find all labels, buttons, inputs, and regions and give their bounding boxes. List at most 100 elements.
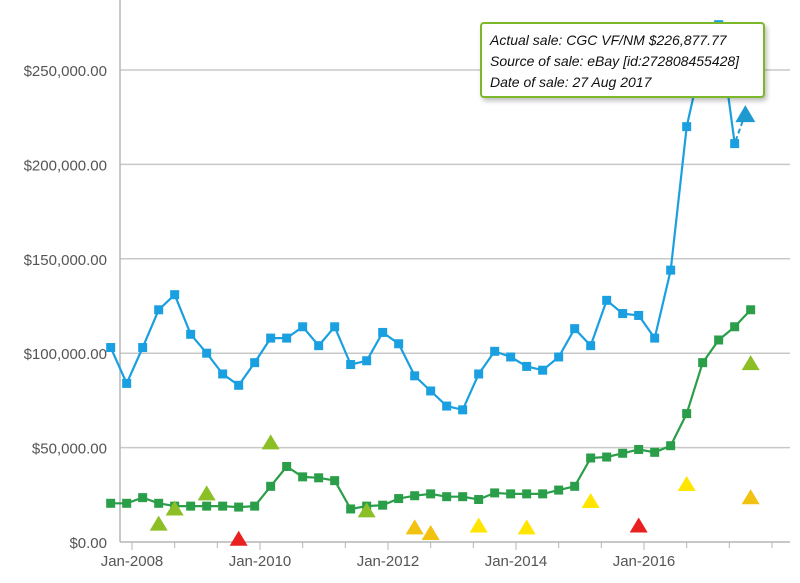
grid-lines [120, 69, 790, 449]
data-point-square [362, 356, 372, 366]
y-tick-label: $250,000.00 [24, 63, 107, 80]
data-point-square [250, 358, 260, 368]
data-point-square [218, 501, 228, 511]
data-point-square [586, 453, 596, 463]
data-point-square [554, 485, 564, 495]
data-point-square [602, 452, 612, 462]
data-point-square [426, 489, 436, 499]
data-point-square [330, 476, 340, 486]
sale-triangle-marker [677, 475, 696, 491]
data-point-square [282, 461, 292, 471]
selected-sale-marker [735, 105, 756, 123]
data-point-square [698, 358, 708, 368]
data-point-square [330, 322, 340, 332]
highlight-connector [733, 113, 747, 144]
sale-tooltip: Actual sale: CGC VF/NM $226,877.77 Sourc… [480, 22, 765, 98]
data-point-square [202, 348, 212, 358]
data-point-square [458, 405, 468, 415]
data-point-square [266, 481, 276, 491]
sale-triangle-marker [357, 502, 376, 518]
data-point-square [506, 352, 516, 362]
data-point-square [602, 295, 612, 305]
data-point-square [378, 327, 388, 337]
data-point-square [730, 322, 740, 332]
data-point-square [650, 333, 660, 343]
data-point-square [106, 343, 116, 353]
axes [119, 0, 790, 543]
data-point-square [154, 498, 164, 508]
data-point-square [138, 343, 148, 353]
data-point-square [410, 491, 420, 501]
data-point-square [458, 492, 468, 502]
data-point-square [154, 305, 164, 315]
sale-triangle-marker [421, 525, 440, 541]
data-point-square [618, 448, 628, 458]
data-point-square [634, 310, 644, 320]
data-point-square [570, 324, 580, 334]
tooltip-actual-sale: Actual sale: CGC VF/NM $226,877.77 [490, 32, 727, 48]
sale-triangle-marker [469, 517, 488, 533]
data-point-square [746, 305, 756, 315]
sale-triangle-marker [197, 485, 216, 501]
data-point-square [186, 329, 196, 339]
data-point-square [234, 502, 244, 512]
data-point-square [138, 493, 148, 503]
data-point-square [314, 341, 324, 351]
data-point-square [426, 386, 436, 396]
x-tick-label: Jan-2012 [357, 553, 420, 570]
x-tick-label: Jan-2008 [101, 553, 164, 570]
sale-triangle-marker [629, 517, 648, 533]
data-point-square [474, 369, 484, 379]
data-point-square [666, 265, 676, 275]
data-point-square [522, 361, 532, 371]
data-point-square [234, 380, 244, 390]
data-point-square [186, 501, 196, 511]
data-point-square [378, 500, 388, 510]
x-tick-label: Jan-2016 [613, 553, 676, 570]
x-axis-ticks: Jan-2008 Jan-2010 Jan-2012 Jan-2014 Jan-2016 [101, 542, 773, 570]
sale-triangle-marker [517, 519, 536, 535]
data-point-square [266, 333, 276, 343]
sale-triangle-marker [581, 492, 600, 508]
data-point-square [538, 489, 548, 499]
data-point-square [282, 333, 292, 343]
data-point-square [410, 371, 420, 381]
data-point-square [522, 489, 532, 499]
x-tick-label: Jan-2010 [229, 553, 292, 570]
y-tick-label: $150,000.00 [24, 252, 107, 269]
data-point-square [346, 504, 356, 514]
data-point-square [682, 122, 692, 132]
data-point-square [122, 378, 132, 388]
y-tick-label: $0.00 [69, 535, 107, 552]
tooltip-source-of-sale: Source of sale: eBay [id:272808455428] [490, 53, 740, 69]
sale-triangle-marker [741, 355, 760, 371]
data-point-square [298, 472, 308, 482]
data-point-square [346, 360, 356, 370]
data-point-square [538, 365, 548, 375]
data-point-square [490, 488, 500, 498]
data-point-square [314, 473, 324, 483]
data-point-square [442, 492, 452, 502]
data-point-square [730, 139, 740, 149]
data-point-square [666, 441, 676, 451]
data-point-square [634, 444, 644, 454]
data-point-square [474, 495, 484, 505]
sale-triangle-marker [165, 500, 184, 516]
data-point-square [122, 498, 132, 508]
data-point-square [618, 309, 628, 319]
plot-area [106, 20, 760, 546]
data-point-square [554, 352, 564, 362]
data-point-square [586, 341, 596, 351]
y-tick-label: $200,000.00 [24, 157, 107, 174]
data-point-square [106, 498, 116, 508]
data-point-square [490, 346, 500, 356]
sale-triangle-marker [741, 489, 760, 505]
y-tick-label: $100,000.00 [24, 346, 107, 363]
data-point-square [442, 401, 452, 411]
data-point-square [714, 335, 724, 345]
data-point-square [250, 501, 260, 511]
data-point-square [298, 322, 308, 332]
data-point-square [650, 447, 660, 457]
data-point-square [218, 369, 228, 379]
